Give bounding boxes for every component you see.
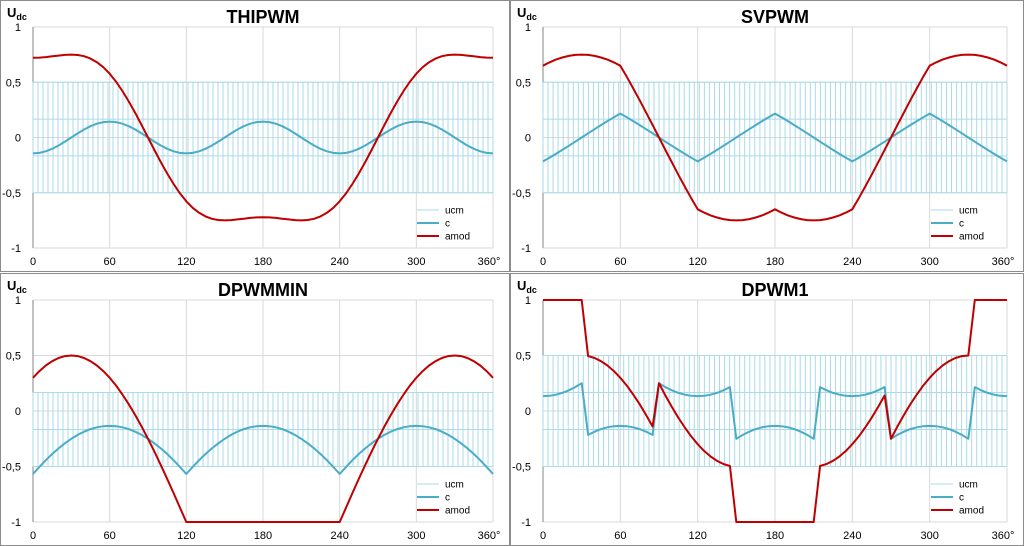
legend: ucm c amod <box>931 480 984 517</box>
legend-label-c: c <box>445 493 450 504</box>
legend: ucm c amod <box>931 206 984 243</box>
x-tick-label-3: 180 <box>254 256 272 268</box>
x-tick-label-3: 180 <box>766 530 784 542</box>
series-c-line <box>542 382 1008 440</box>
series-amod-line <box>542 53 1008 222</box>
y-tick-label-1: 0,5 <box>516 351 531 363</box>
series-ucm-line <box>542 355 1008 467</box>
x-tick-label-3: 180 <box>766 256 784 268</box>
y-axis-label: Udc <box>517 278 537 295</box>
x-tick-label-5: 300 <box>407 256 425 268</box>
x-tick-label-4: 240 <box>843 256 861 268</box>
x-tick-label-5: 300 <box>920 530 938 542</box>
chart-title: THIPWM <box>227 7 300 27</box>
y-tick-label-1: 0,5 <box>6 351 21 363</box>
x-tick-label-6: 360° <box>478 530 501 542</box>
y-tick-label-3: -0,5 <box>2 188 21 200</box>
x-tick-label-6: 360° <box>992 530 1015 542</box>
x-tick-label-3: 180 <box>254 530 272 542</box>
legend-label-amod: amod <box>959 506 984 517</box>
chart-panel-svpwm: SVPWM Udc 1 0,5 0 -0,5 -1 0 60 120 180 240 300 360° uc… <box>510 0 1024 272</box>
y-tick-label-4: -1 <box>521 243 531 255</box>
y-tick-label-2: 0 <box>15 406 21 418</box>
y-tick-label-3: -0,5 <box>2 462 21 474</box>
y-tick-label-0: 1 <box>15 22 21 34</box>
y-tick-label-3: -0,5 <box>512 462 531 474</box>
y-tick-label-2: 0 <box>15 133 21 145</box>
legend-label-ucm: ucm <box>445 206 464 217</box>
legend-label-c: c <box>959 493 964 504</box>
y-tick-label-4: -1 <box>11 517 21 529</box>
legend-label-c: c <box>959 219 964 230</box>
x-tick-label-0: 0 <box>540 256 546 268</box>
x-tick-label-2: 120 <box>177 530 195 542</box>
legend-label-ucm: ucm <box>445 480 464 491</box>
series-amod-line <box>32 354 494 523</box>
series-ucm-line <box>32 392 494 467</box>
legend: ucm c amod <box>417 206 470 243</box>
y-axis-label: Udc <box>7 278 27 295</box>
x-tick-label-4: 240 <box>330 256 348 268</box>
x-tick-label-2: 120 <box>688 530 706 542</box>
y-tick-label-2: 0 <box>525 406 531 418</box>
x-tick-label-1: 60 <box>614 256 626 268</box>
legend-label-amod: amod <box>445 506 470 517</box>
x-tick-label-6: 360° <box>478 256 501 268</box>
series-amod-line <box>543 299 1007 523</box>
x-tick-label-0: 0 <box>540 530 546 542</box>
legend: ucm c amod <box>417 480 470 517</box>
x-tick-label-4: 240 <box>330 530 348 542</box>
x-tick-label-0: 0 <box>30 256 36 268</box>
y-axis-label: Udc <box>7 5 27 22</box>
chart-title: DPWM1 <box>742 280 809 300</box>
legend-label-c: c <box>445 219 450 230</box>
x-tick-label-1: 60 <box>104 256 116 268</box>
legend-label-amod: amod <box>445 232 470 243</box>
legend-label-amod: amod <box>959 232 984 243</box>
x-tick-label-4: 240 <box>843 530 861 542</box>
x-tick-label-1: 60 <box>614 530 626 542</box>
x-tick-label-1: 60 <box>104 530 116 542</box>
x-tick-label-2: 120 <box>688 256 706 268</box>
y-axis-label: Udc <box>517 5 537 22</box>
y-tick-label-1: 0,5 <box>516 77 531 89</box>
chart-title: SVPWM <box>741 7 809 27</box>
x-tick-label-5: 300 <box>920 256 938 268</box>
y-tick-label-4: -1 <box>521 517 531 529</box>
series-ucm-line <box>542 81 1008 194</box>
series-c-line <box>32 120 494 155</box>
y-tick-label-0: 1 <box>15 295 21 307</box>
series-ucm-line <box>32 81 494 194</box>
chart-panel-dpwmmin: DPWMMIN Udc 1 0,5 0 -0,5 -1 0 60 120 180 240 300 360°… <box>0 273 510 546</box>
x-tick-label-2: 120 <box>177 256 195 268</box>
y-tick-label-0: 1 <box>525 295 531 307</box>
chart-panel-dpwm1: DPWM1 Udc 1 0,5 0 -0,5 -1 0 60 120 180 240 300 360° uc… <box>510 273 1024 546</box>
y-tick-label-1: 0,5 <box>6 77 21 89</box>
legend-label-ucm: ucm <box>959 206 978 217</box>
x-tick-label-0: 0 <box>30 530 36 542</box>
y-tick-label-0: 1 <box>525 22 531 34</box>
y-tick-label-4: -1 <box>11 243 21 255</box>
series-c-line <box>542 112 1008 163</box>
y-tick-label-2: 0 <box>525 133 531 145</box>
chart-title: DPWMMIN <box>218 280 308 300</box>
chart-panel-thipwm: THIPWM Udc 1 0,5 0 -0,5 -1 0 60 120 180 240 300 360° u… <box>0 0 510 272</box>
series-amod-line <box>32 53 494 222</box>
series-c-line <box>32 424 494 475</box>
x-tick-label-5: 300 <box>407 530 425 542</box>
legend-label-ucm: ucm <box>959 480 978 491</box>
y-tick-label-3: -0,5 <box>512 188 531 200</box>
x-tick-label-6: 360° <box>992 256 1015 268</box>
